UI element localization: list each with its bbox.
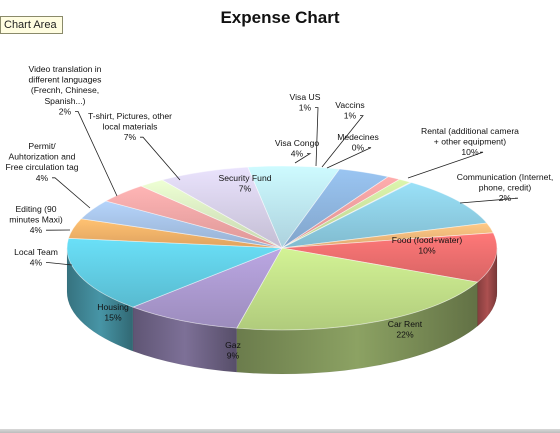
data-label-text: local materials (103, 122, 158, 132)
data-label-food-food-water: Food (food+water)10% (392, 235, 463, 256)
data-label-text: phone, credit) (479, 183, 532, 193)
data-label-text: Housing (97, 302, 129, 312)
data-label-value: 4% (36, 173, 49, 183)
data-label-value: 1% (344, 111, 357, 121)
data-label-rental-additional-camera-other-equipment: Rental (additional camera+ other equipme… (421, 126, 519, 157)
leader-line (52, 177, 91, 209)
data-label-visa-us: Visa US1% (290, 92, 321, 113)
data-label-value: 15% (104, 313, 122, 323)
data-label-text: (Frecnh, Chinese, (31, 85, 99, 95)
data-label-text: Auhtorization and (9, 152, 76, 162)
data-label-text: minutes Maxi) (9, 215, 63, 225)
slice-housing[interactable] (66, 237, 283, 308)
data-label-text: Security Fund (218, 173, 271, 183)
data-label-text: Visa US (290, 92, 321, 102)
data-label-text: Car Rent (388, 319, 423, 329)
data-label-text: Communication (Internet, (457, 172, 553, 182)
data-label-text: Visa Congo (275, 138, 319, 148)
slice-t-shirt-pictures-other-local-materials[interactable] (161, 166, 283, 249)
slice-car-rent[interactable] (236, 247, 479, 331)
chart-title: Expense Chart (220, 8, 340, 27)
data-label-value: 7% (239, 184, 252, 194)
leader-line (326, 147, 372, 169)
data-label-value: 4% (291, 149, 304, 159)
data-label-text: Medecines (337, 132, 379, 142)
data-label-text: Video translation in (29, 64, 102, 74)
slice-rental-additional-camera-other-equipment[interactable] (281, 182, 488, 249)
leader-line (459, 197, 519, 204)
data-label-text: Editing (90 (15, 204, 56, 214)
slice-food-food-water[interactable] (281, 232, 498, 283)
data-label-text: different languages (29, 75, 102, 85)
data-label-value: 2% (59, 106, 72, 116)
leader-line (75, 111, 118, 197)
data-label-value: 9% (227, 351, 240, 361)
data-label-text: Vaccins (335, 100, 364, 110)
data-label-communication-internet-phone-credit: Communication (Internet,phone, credit)2% (457, 172, 553, 203)
data-label-text: Gaz (225, 340, 241, 350)
leader-line (315, 107, 319, 167)
data-label-text: Permit/ (28, 141, 56, 151)
data-label-value: 4% (30, 225, 43, 235)
leader-line (294, 153, 312, 164)
chart-area-tooltip: Chart Area (0, 16, 63, 34)
data-label-value: 0% (352, 143, 365, 153)
data-label-text: Spanish...) (44, 96, 85, 106)
data-label-value: 2% (499, 193, 512, 203)
data-label-text: Local Team (14, 247, 58, 257)
data-label-value: 4% (30, 258, 43, 268)
data-label-value: 10% (418, 246, 436, 256)
data-label-text: Food (food+water) (392, 235, 463, 245)
data-label-text: + other equipment) (434, 137, 507, 147)
leader-line (321, 115, 364, 168)
data-label-value: 1% (299, 103, 312, 113)
leader-line (140, 136, 181, 181)
data-label-value: 7% (124, 132, 137, 142)
data-label-text: Free circulation tag (5, 162, 78, 172)
window-bottom-edge (0, 429, 560, 433)
data-label-text: T-shirt, Pictures, other (88, 111, 172, 121)
data-label-value: 10% (461, 147, 479, 157)
leader-line (46, 262, 73, 266)
data-label-value: 22% (396, 330, 414, 340)
slice-gaz[interactable] (131, 247, 283, 329)
data-label-text: Rental (additional camera (421, 126, 519, 136)
leader-line (407, 151, 484, 179)
